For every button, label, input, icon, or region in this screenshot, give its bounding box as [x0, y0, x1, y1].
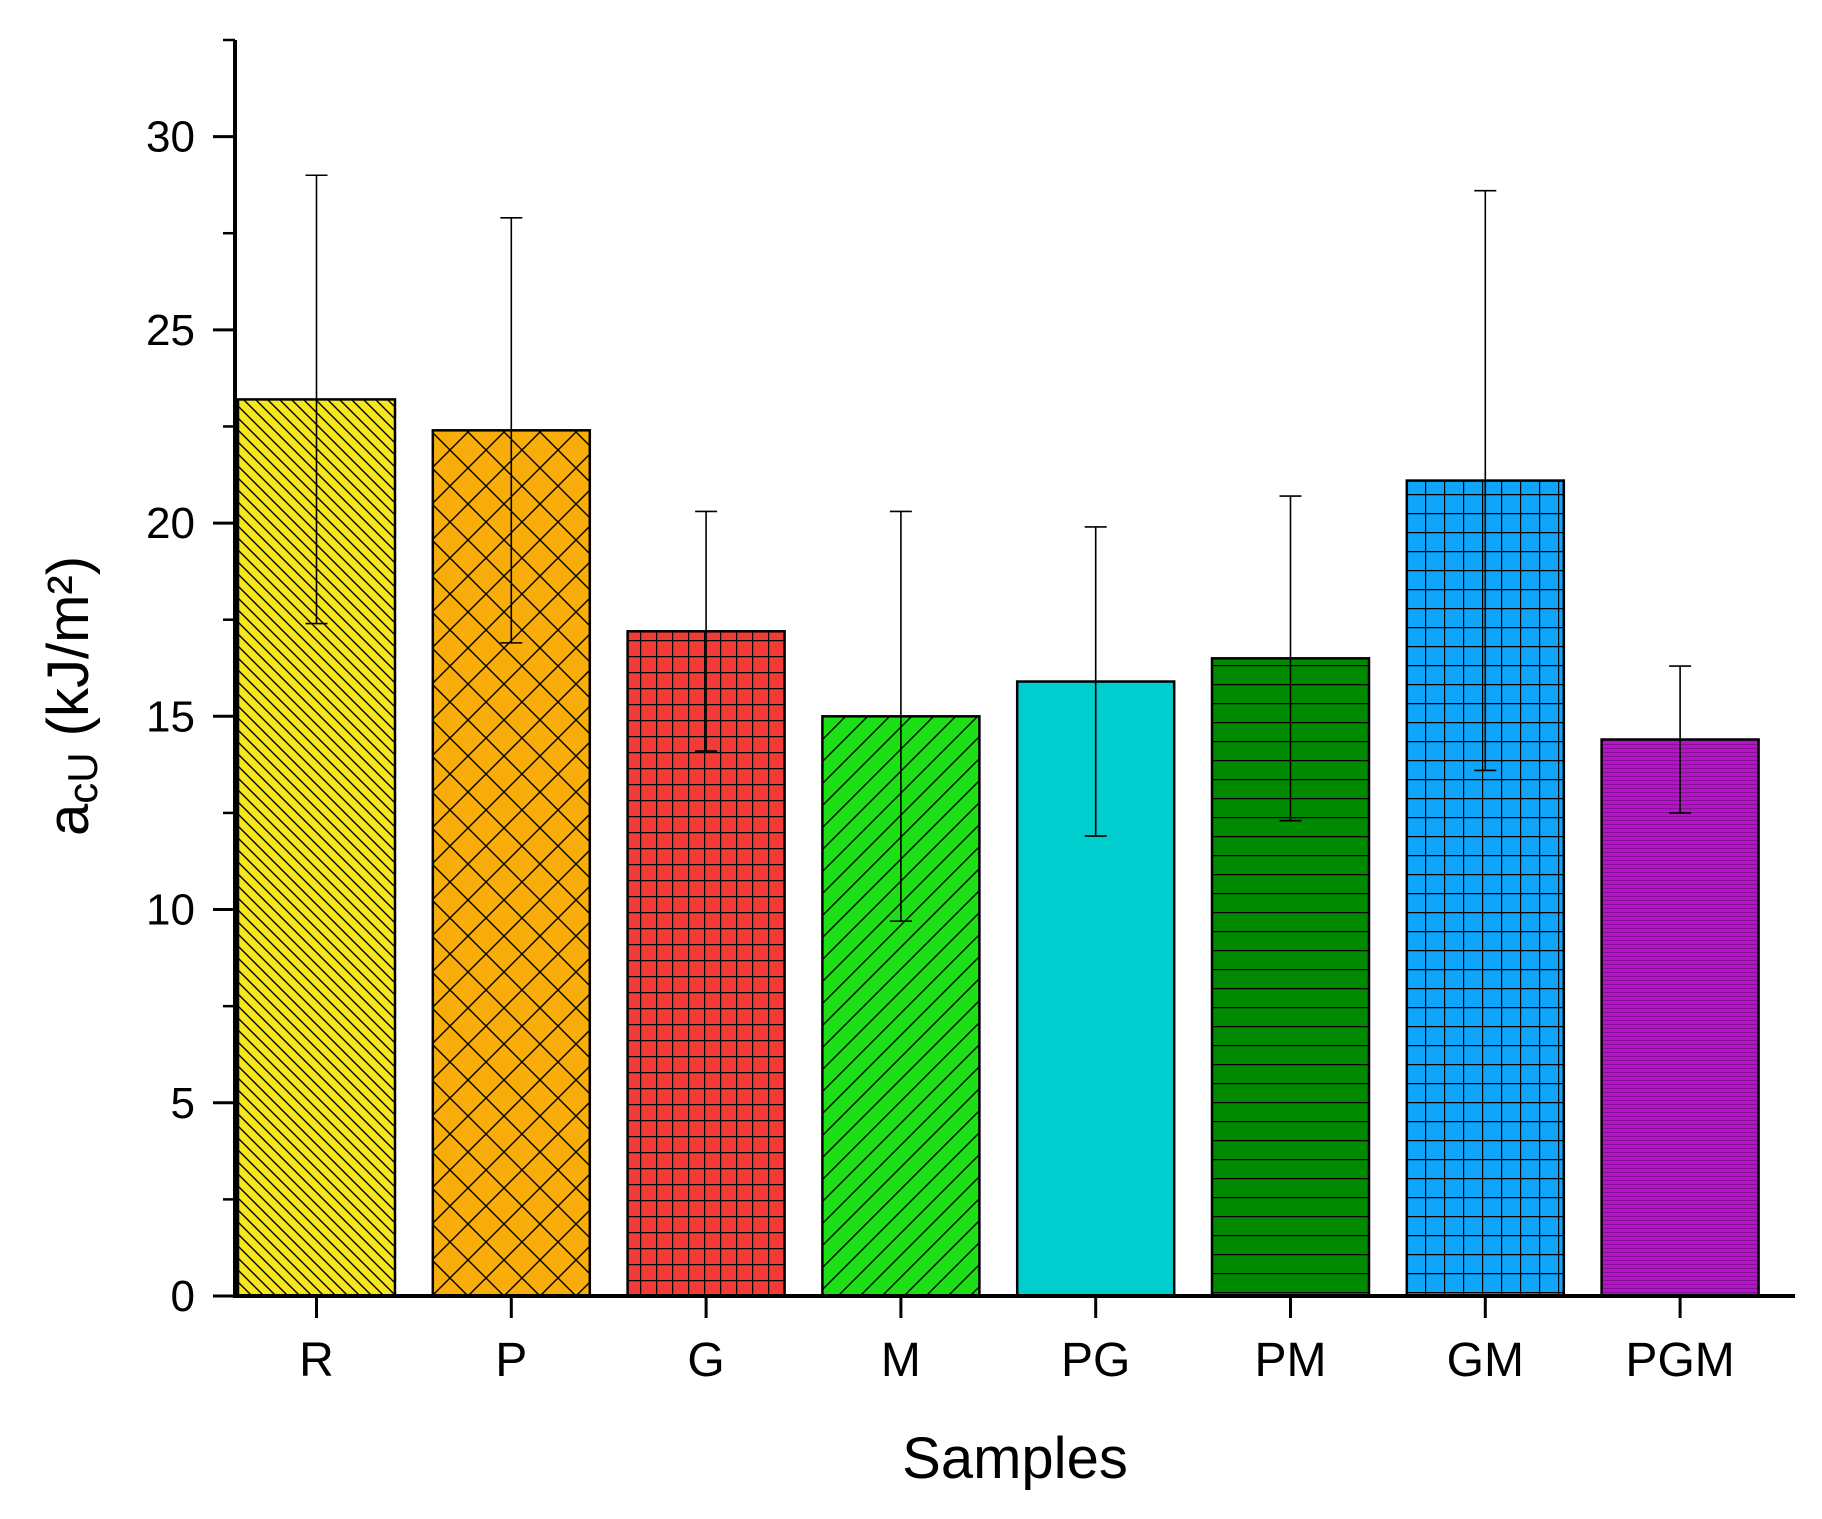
y-axis-title-subscript: cU: [59, 752, 106, 803]
y-tick-label-10: 10: [146, 886, 195, 935]
bar-pattern-pgm: [1601, 739, 1759, 1296]
y-axis-title: acU (kJ/m²): [36, 556, 106, 836]
y-axis-title-units: (kJ/m²): [36, 556, 101, 753]
y-ticks-group: 0 5 10 15 20 25 30: [146, 38, 235, 1321]
error-bars-group: [305, 174, 1692, 922]
x-tick-label-pg: PG: [1061, 1334, 1130, 1387]
y-axis-title-main: a: [36, 803, 101, 836]
bars-group: [236, 398, 1760, 1298]
x-tick-label-pm: PM: [1255, 1334, 1327, 1387]
axes-group: [233, 40, 1795, 1298]
y-tick-label-15: 15: [146, 692, 195, 741]
x-tick-label-pgm: PGM: [1625, 1334, 1734, 1387]
x-tick-label-gm: GM: [1447, 1334, 1524, 1387]
y-tick-label-25: 25: [146, 306, 195, 355]
x-tick-label-g: G: [687, 1334, 724, 1387]
y-tick-label-5: 5: [171, 1079, 195, 1128]
y-tick-label-20: 20: [146, 499, 195, 548]
x-tick-label-p: P: [495, 1334, 527, 1387]
x-tick-label-m: M: [881, 1334, 921, 1387]
y-tick-label-30: 30: [146, 113, 195, 162]
x-ticks-group: R P G M PG PM GM PGM: [299, 1296, 1735, 1387]
y-tick-label-0: 0: [171, 1272, 195, 1321]
x-axis-title: Samples: [902, 1426, 1128, 1491]
x-tick-label-r: R: [299, 1334, 334, 1387]
